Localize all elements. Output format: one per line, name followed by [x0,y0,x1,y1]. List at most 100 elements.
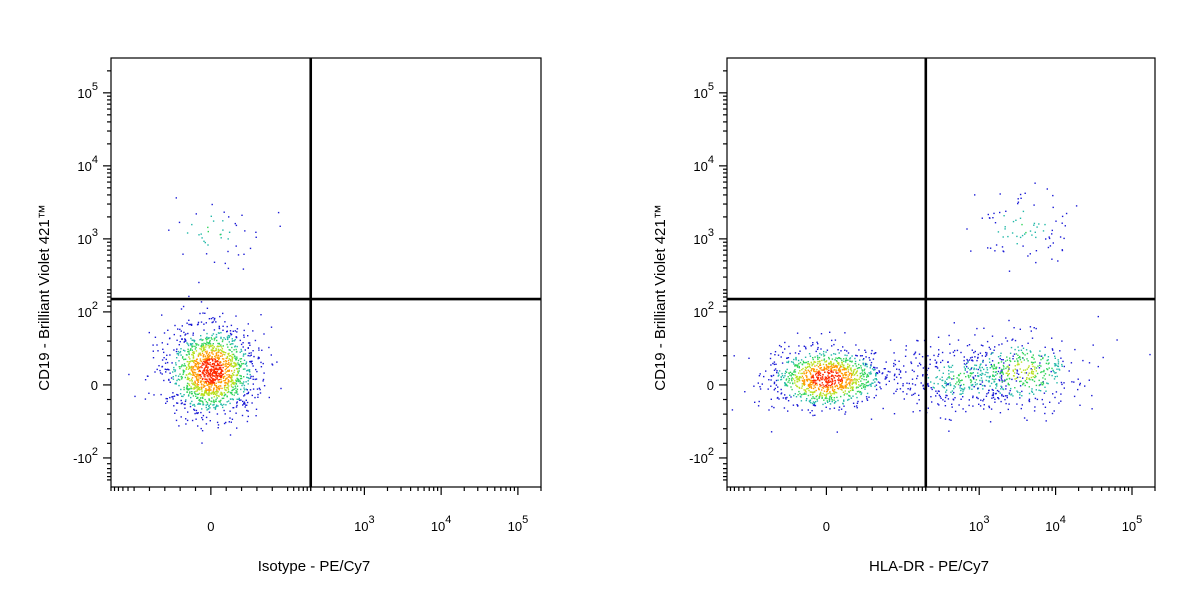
event-dot [260,361,262,364]
event-dot [821,410,823,412]
event-dot [184,400,187,403]
event-dot [227,334,230,337]
event-dot [985,379,987,382]
event-dot [1073,395,1076,398]
event-dot [893,392,895,395]
event-dot [953,375,955,377]
event-dot [1042,381,1044,383]
event-dot [215,386,218,388]
event-dot [970,367,973,369]
event-dot [837,399,839,402]
event-dot [191,370,193,372]
event-dot [1014,360,1016,362]
event-dot [197,373,199,375]
event-dot [237,393,239,395]
event-dot [802,383,805,385]
event-dot [204,312,206,314]
event-dot [801,375,804,377]
y-tick-label: 103 [77,227,98,247]
event-dot [196,362,198,365]
event-dot [846,350,848,352]
event-dot [953,378,955,380]
event-dot [1012,355,1014,357]
event-dot [211,344,213,346]
event-dot [194,382,196,384]
event-dot [983,398,985,401]
event-dot [793,358,795,361]
event-dot [244,394,246,396]
event-dot [195,363,197,365]
event-dot [774,387,776,390]
event-dot [190,360,192,362]
event-dot [187,388,190,391]
event-dot [823,358,826,360]
event-dot [804,361,806,364]
event-dot [247,323,249,325]
event-dot [236,385,239,387]
event-dot [848,366,850,368]
event-dot [856,355,858,357]
event-dot [229,417,231,419]
event-dot [205,400,208,403]
event-dot [1039,384,1041,386]
event-dot [836,375,839,377]
event-dot [927,367,930,370]
event-dot [1007,370,1009,372]
event-dot [990,363,992,366]
event-dot [1019,357,1021,359]
event-dot [849,385,851,387]
event-dot [254,339,257,342]
event-dot [243,353,245,356]
event-dot [1032,354,1034,356]
event-dot [1005,402,1007,405]
event-dot [912,393,915,396]
event-dot [184,358,187,360]
event-dot [849,358,851,360]
event-dot [830,393,832,395]
event-dot [989,361,991,363]
event-dot [242,400,244,403]
event-dot [169,381,171,383]
event-dot [246,376,248,379]
event-dot [235,351,238,353]
event-dot [1046,188,1048,190]
event-dot [812,380,814,382]
event-dot [206,360,208,362]
event-dot [1012,369,1014,371]
event-dot [217,375,219,378]
event-dot [845,371,847,374]
event-dot [907,388,909,390]
event-dot [187,343,189,345]
event-dot [819,352,821,355]
event-dot [189,380,191,382]
event-dot [770,431,773,433]
event-dot [177,354,180,356]
event-dot [231,346,233,349]
event-dot [1009,389,1011,392]
event-dot [824,377,827,380]
event-dot [820,384,822,387]
event-dot [798,390,800,393]
event-dot [971,372,973,374]
event-dot [960,380,962,382]
event-dot [234,339,236,341]
event-dot [204,241,206,244]
event-dot [824,371,826,373]
event-dot [848,395,850,397]
event-dot [1035,389,1037,391]
event-dot [993,365,995,367]
event-dot [918,353,921,355]
event-dot [986,393,988,395]
event-dot [1020,371,1023,373]
event-dot [990,353,992,355]
event-dot [826,371,829,373]
event-dot [221,404,223,406]
event-dot [1063,382,1065,384]
event-dot [849,381,851,383]
event-dot [224,360,227,362]
event-dot [161,366,163,368]
event-dot [826,388,828,391]
event-dot [222,353,224,356]
event-dot [979,379,981,382]
